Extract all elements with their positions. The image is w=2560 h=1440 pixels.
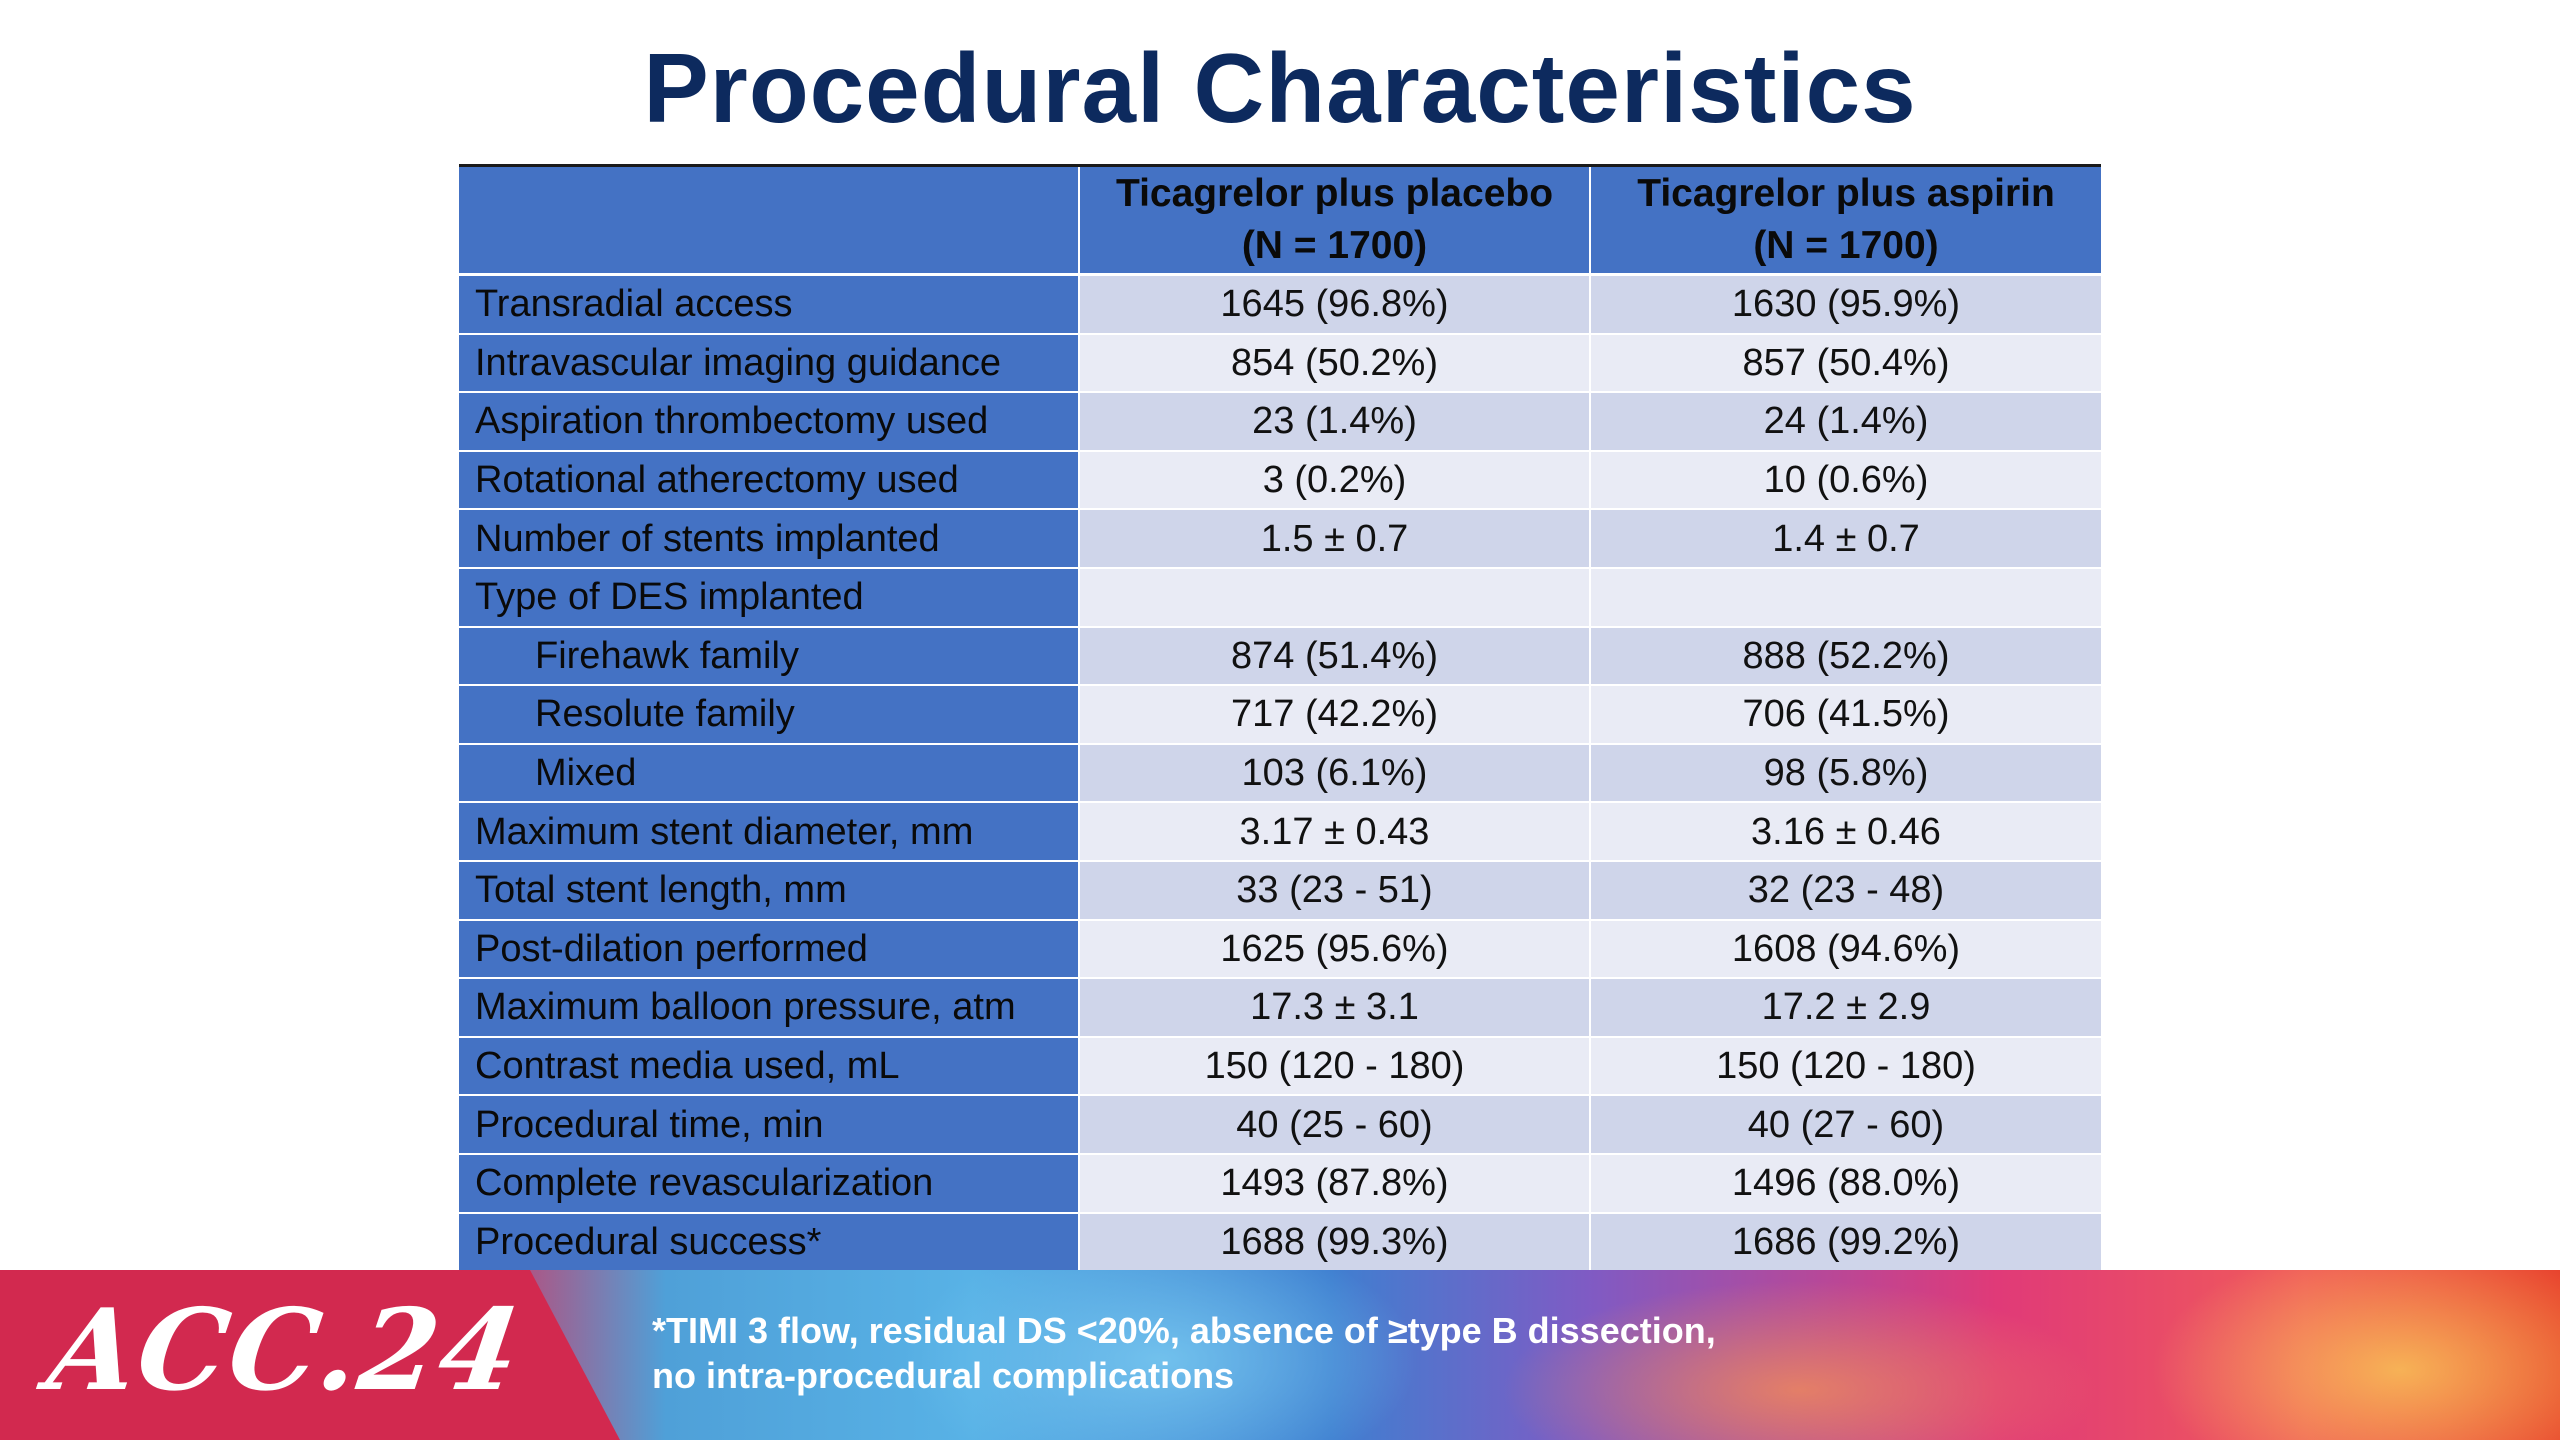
slide-title: Procedural Characteristics: [643, 33, 1917, 143]
cell-placebo: 150 (120 - 180): [1079, 1036, 1591, 1097]
row-label: Transradial access: [459, 274, 1080, 335]
footnote: *TIMI 3 flow, residual DS <20%, absence …: [652, 1308, 1716, 1398]
header-placebo-name: Ticagrelor plus placebo: [1115, 172, 1554, 215]
row-label: Type of DES implanted: [459, 567, 1080, 628]
table-row: Procedural time, min 40 (25 - 60) 40 (27 -…: [459, 1095, 2101, 1155]
row-label: Firehawk family: [459, 626, 1080, 687]
cell-aspirin: 857 (50.4%): [1590, 333, 2101, 394]
cell-placebo: 854 (50.2%): [1079, 333, 1591, 394]
row-label: Contrast media used, mL: [459, 1036, 1080, 1097]
cell-placebo: 1688 (99.3%): [1079, 1212, 1591, 1273]
acc24-logo: ACC.24: [40, 1285, 530, 1416]
row-label: Complete revascularization: [459, 1153, 1080, 1214]
table-row: Post-dilation performed 1625 (95.6%) 1608 …: [459, 919, 2101, 980]
cell-placebo: 3.17 ± 0.43: [1079, 802, 1591, 862]
cell-aspirin: 32 (23 - 48): [1590, 860, 2101, 921]
cell-aspirin: 150 (120 - 180): [1590, 1036, 2101, 1097]
table-header-row: Ticagrelor plus placebo (N = 1700) Ticag…: [459, 165, 2101, 276]
cell-placebo: 3 (0.2%): [1079, 450, 1591, 511]
cell-placebo: 1645 (96.8%): [1079, 274, 1591, 335]
cell-aspirin: 1496 (88.0%): [1590, 1153, 2101, 1214]
table-row: Complete revascularization 1493 (87.8%) 14…: [459, 1153, 2101, 1214]
cell-placebo: 40 (25 - 60): [1079, 1095, 1591, 1155]
header-aspirin-n: (N = 1700): [1753, 224, 1939, 267]
row-label: Procedural success*: [459, 1212, 1080, 1273]
row-label: Aspiration thrombectomy used: [459, 392, 1080, 452]
cell-placebo: 874 (51.4%): [1079, 626, 1591, 687]
cell-placebo: 17.3 ± 3.1: [1079, 978, 1591, 1038]
row-label: Mixed: [459, 743, 1080, 804]
footer-banner: ACC.24 *TIMI 3 flow, residual DS <20%, a…: [0, 1270, 2560, 1440]
table-row: Total stent length, mm 33 (23 - 51) 32 (23…: [459, 860, 2101, 921]
cell-aspirin: 1.4 ± 0.7: [1590, 509, 2101, 569]
footnote-line-1: *TIMI 3 flow, residual DS <20%, absence …: [652, 1310, 1716, 1351]
row-label: Maximum balloon pressure, atm: [459, 978, 1080, 1038]
table-row: Transradial access 1645 (96.8%) 1630 (95.9…: [459, 274, 2101, 335]
table-row: Number of stents implanted 1.5 ± 0.7 1.4 ±…: [459, 509, 2101, 569]
footnote-line-2: no intra-procedural complications: [652, 1355, 1235, 1396]
cell-aspirin: 1686 (99.2%): [1590, 1212, 2101, 1273]
cell-aspirin: 98 (5.8%): [1590, 743, 2101, 804]
table-row: Firehawk family 874 (51.4%) 888 (52.2%): [459, 626, 2101, 687]
cell-placebo: 23 (1.4%): [1079, 392, 1591, 452]
table-row: Maximum balloon pressure, atm 17.3 ± 3.1 1…: [459, 978, 2101, 1038]
cell-aspirin: 17.2 ± 2.9: [1590, 978, 2101, 1038]
table-row: Resolute family 717 (42.2%) 706 (41.5%): [459, 685, 2101, 745]
header-cell-placebo: Ticagrelor plus placebo (N = 1700): [1079, 165, 1591, 276]
row-label: Resolute family: [459, 685, 1080, 745]
banner-logo-panel: [0, 1270, 620, 1440]
header-aspirin-name: Ticagrelor plus aspirin: [1637, 172, 2055, 215]
banner-decoration: [2150, 1270, 2560, 1440]
row-label: Procedural time, min: [459, 1095, 1080, 1155]
row-label: Total stent length, mm: [459, 860, 1080, 921]
cell-aspirin: 888 (52.2%): [1590, 626, 2101, 687]
cell-aspirin: 10 (0.6%): [1590, 450, 2101, 511]
cell-aspirin: 1608 (94.6%): [1590, 919, 2101, 980]
row-label: Post-dilation performed: [459, 919, 1080, 980]
row-label: Maximum stent diameter, mm: [459, 802, 1080, 862]
cell-placebo: 1.5 ± 0.7: [1079, 509, 1591, 569]
cell-aspirin: 1630 (95.9%): [1590, 274, 2101, 335]
cell-placebo: [1079, 567, 1591, 628]
table-row: Procedural success* 1688 (99.3%) 1686 (99.…: [459, 1212, 2101, 1273]
cell-placebo: 717 (42.2%): [1079, 685, 1591, 745]
table-row: Maximum stent diameter, mm 3.17 ± 0.43 3.1…: [459, 802, 2101, 862]
header-placebo-n: (N = 1700): [1241, 224, 1428, 267]
cell-aspirin: [1590, 567, 2101, 628]
table-row: Mixed 103 (6.1%) 98 (5.8%): [459, 743, 2101, 804]
header-cell-aspirin: Ticagrelor plus aspirin (N = 1700): [1590, 165, 2101, 276]
cell-aspirin: 3.16 ± 0.46: [1590, 802, 2101, 862]
table-row: Rotational atherectomy used 3 (0.2%) 10 (0…: [459, 450, 2101, 511]
row-label: Rotational atherectomy used: [459, 450, 1080, 511]
procedural-characteristics-table: Ticagrelor plus placebo (N = 1700) Ticag…: [459, 164, 2101, 1274]
row-label: Intravascular imaging guidance: [459, 333, 1080, 394]
table-row: Contrast media used, mL 150 (120 - 180) 15…: [459, 1036, 2101, 1097]
table-body: Transradial access 1645 (96.8%) 1630 (95.9…: [459, 274, 2101, 1273]
cell-placebo: 1625 (95.6%): [1079, 919, 1591, 980]
cell-aspirin: 706 (41.5%): [1590, 685, 2101, 745]
cell-placebo: 33 (23 - 51): [1079, 860, 1591, 921]
table-row: Type of DES implanted: [459, 567, 2101, 628]
cell-placebo: 103 (6.1%): [1079, 743, 1591, 804]
table-row: Intravascular imaging guidance 854 (50.2%…: [459, 333, 2101, 394]
header-cell-empty: [459, 165, 1080, 276]
cell-aspirin: 40 (27 - 60): [1590, 1095, 2101, 1155]
banner-decoration: [900, 1270, 1420, 1440]
row-label: Number of stents implanted: [459, 509, 1080, 569]
cell-aspirin: 24 (1.4%): [1590, 392, 2101, 452]
cell-placebo: 1493 (87.8%): [1079, 1153, 1591, 1214]
table-row: Aspiration thrombectomy used 23 (1.4%) 24 …: [459, 392, 2101, 452]
